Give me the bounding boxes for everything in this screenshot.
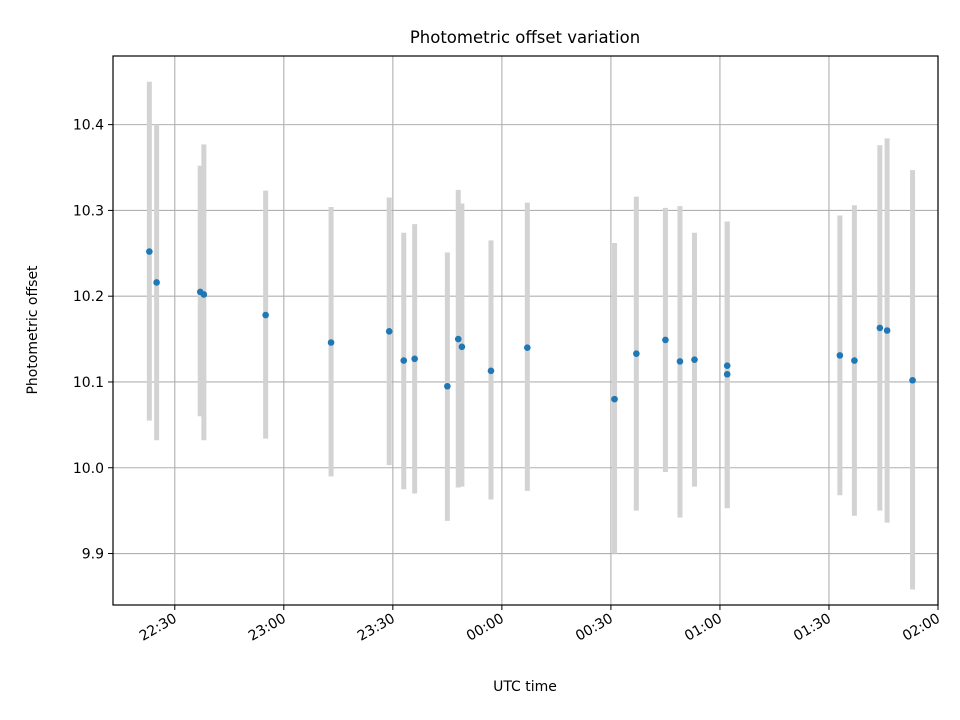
data-points <box>146 248 916 403</box>
data-point <box>146 248 153 255</box>
chart-title: Photometric offset variation <box>410 28 640 47</box>
y-tick-label: 9.9 <box>82 547 104 563</box>
data-point <box>883 327 891 334</box>
y-tick-label: 10.3 <box>73 203 104 219</box>
data-point <box>385 328 393 335</box>
data-point <box>524 344 531 351</box>
data-point <box>327 339 335 346</box>
data-point <box>411 355 418 363</box>
data-point <box>723 362 731 369</box>
data-point <box>153 279 160 286</box>
data-point <box>676 358 684 365</box>
data-point <box>909 376 916 384</box>
y-tick-label: 10.2 <box>73 289 104 305</box>
data-point <box>200 291 208 298</box>
data-point <box>836 352 844 359</box>
data-point <box>444 382 451 390</box>
data-point <box>723 370 731 378</box>
data-point <box>633 350 640 357</box>
data-point <box>458 343 466 351</box>
y-tick-label: 10.1 <box>73 375 104 391</box>
data-point <box>454 335 462 343</box>
plot-frame <box>112 55 939 606</box>
data-point <box>691 356 698 363</box>
data-point <box>851 357 858 364</box>
data-point <box>876 324 884 332</box>
data-point <box>400 357 408 364</box>
data-point <box>611 395 618 403</box>
y-tick-label: 10.4 <box>73 118 104 134</box>
y-tick-label: 10.0 <box>73 461 104 477</box>
data-point <box>487 367 495 375</box>
data-point <box>262 311 269 319</box>
data-point <box>662 336 669 344</box>
x-axis-label: UTC time <box>493 679 557 695</box>
y-axis-label: Photometric offset <box>25 265 41 395</box>
